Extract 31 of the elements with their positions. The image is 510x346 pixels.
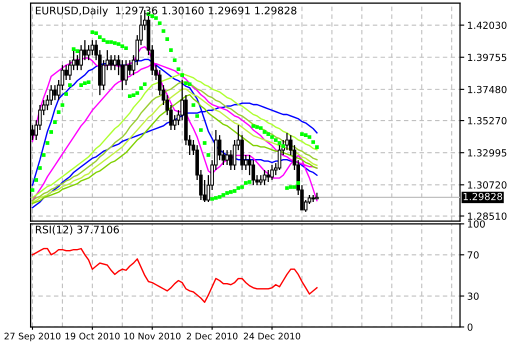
x-tick-label: 19 Oct 2010: [65, 332, 120, 340]
candlestick: [124, 60, 128, 86]
candlestick: [53, 84, 57, 101]
candlestick: [266, 169, 270, 183]
y-tick-label: 1.39755: [468, 54, 506, 62]
y-tick-label: 1.35270: [468, 117, 507, 124]
x-tick-label: 24 Dec 2010: [244, 332, 300, 340]
candlestick: [262, 169, 266, 186]
candlestick: [285, 132, 289, 151]
candlestick: [109, 54, 113, 71]
y-tick-label: 1.42030: [468, 22, 507, 29]
ref-line-label: 1.29828: [464, 192, 502, 200]
y-tick-label: 1.37480: [468, 86, 507, 94]
line-series: [32, 248, 318, 303]
candlestick: [225, 149, 229, 166]
candlestick: [49, 84, 53, 106]
y-tick-label: 100: [468, 220, 485, 228]
y-tick-label: 1.32995: [468, 149, 506, 157]
candlestick: [252, 159, 256, 186]
x-tick-label: 2 Dec 2010: [186, 332, 238, 340]
y-tick-label: 0: [468, 323, 473, 331]
candlestick: [113, 54, 117, 71]
y-tick-label: 1.28510: [468, 212, 507, 220]
y-tick-label: 30: [468, 292, 479, 300]
x-tick-label: 27 Sep 2010: [4, 332, 60, 342]
y-tick-label: 70: [468, 251, 479, 259]
y-tick-label: 1.30720: [468, 181, 507, 189]
candlestick: [258, 174, 263, 186]
chart-title: EURUSD,Daily 1.29736 1.30160 1.29691 1.29828: [36, 6, 296, 16]
chart-title: RSI(12) 37.7106: [36, 225, 119, 235]
x-tick-label: 10 Nov 2010: [124, 332, 181, 340]
